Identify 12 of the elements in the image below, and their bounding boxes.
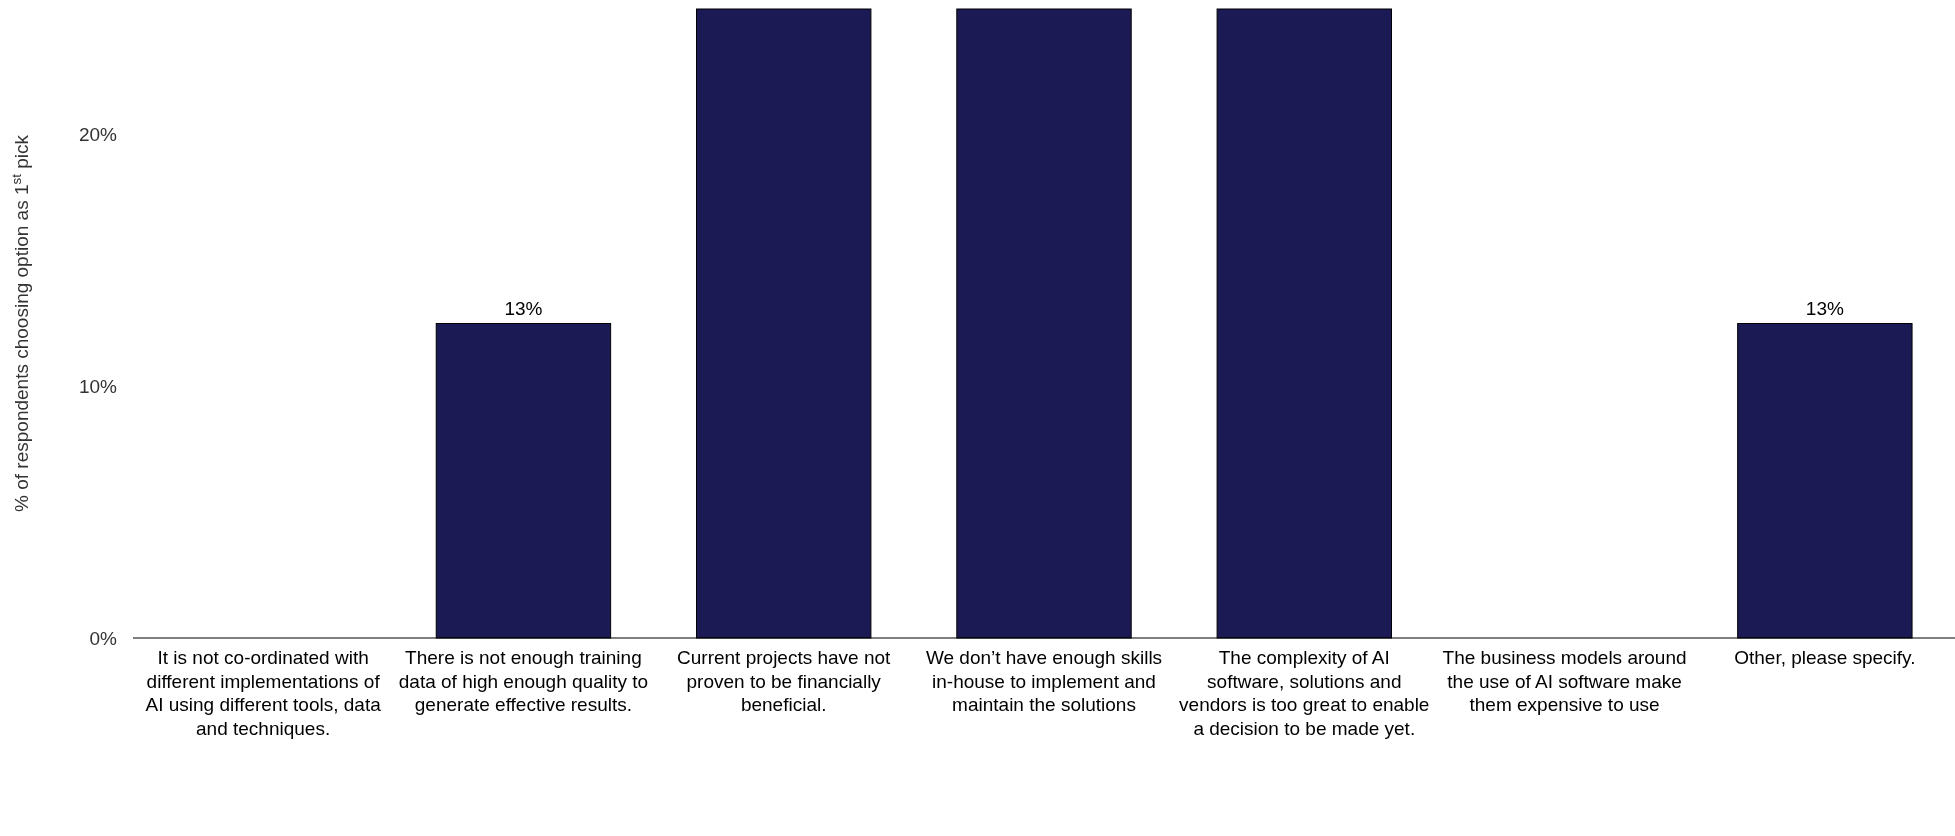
y-tick-label: 20%: [78, 124, 118, 146]
y-tick-label: 0%: [89, 627, 118, 649]
x-tick-label: The complexity of AI software, solutions and vendors is too great to enable a decision to be made yet.: [1179, 647, 1430, 739]
x-tick-label: It is not co-ordinated with different implementations of AI using different tools, data and techniques.: [145, 647, 382, 739]
x-tick-label: We don’t have enough skills in-house to implement and maintain the solutions: [925, 647, 1163, 715]
x-tick-label: The business models around the use of AI software make them expensive to use: [1442, 647, 1687, 715]
x-tick-label: Other, please specify.: [1734, 647, 1916, 668]
data-label: 13%: [1805, 297, 1844, 319]
y-tick-label: 10%: [78, 376, 118, 398]
x-tick-label: Current projects have not proven to be financially beneficial.: [677, 647, 892, 715]
x-tick-label: There is not enough training data of high enough quality to generate effective results.: [398, 647, 649, 715]
data-label: 13%: [504, 297, 543, 319]
